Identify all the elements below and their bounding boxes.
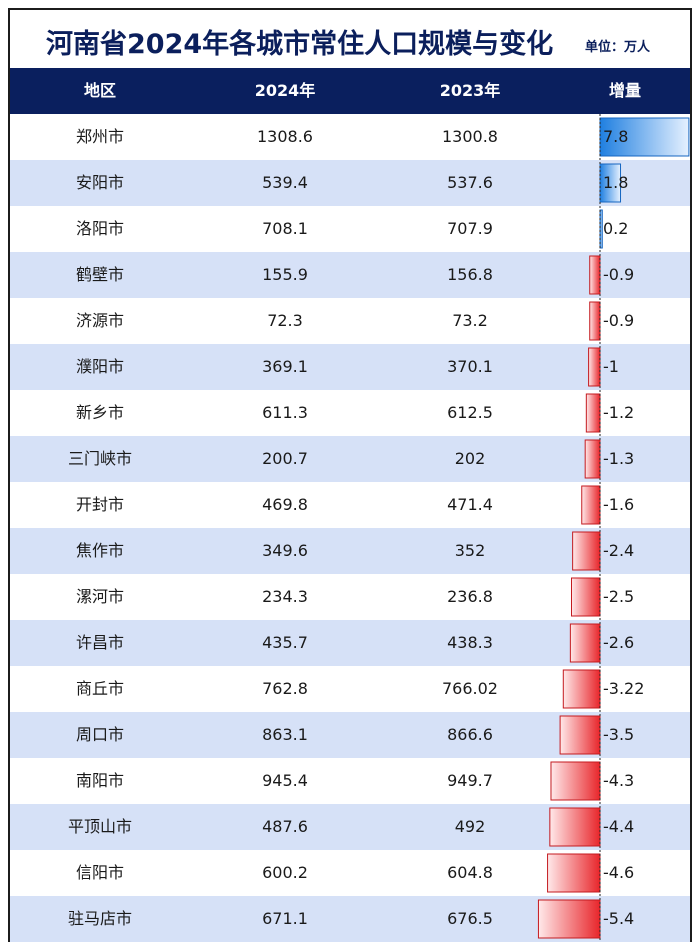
row-region: 驻马店市 bbox=[67, 909, 132, 928]
table-row: 三门峡市 200.7 202 bbox=[10, 436, 690, 482]
chart-title: 河南省2024年各城市常住人口规模与变化 bbox=[46, 29, 554, 60]
row-region: 开封市 bbox=[75, 495, 124, 514]
row-delta-label: -4.4 bbox=[603, 817, 635, 836]
table-row: 鹤壁市 155.9 156.8 bbox=[10, 252, 690, 298]
row-2024-value: 671.1 bbox=[262, 909, 308, 928]
row-2023-value: 866.6 bbox=[447, 725, 493, 744]
row-region: 许昌市 bbox=[75, 633, 124, 652]
row-delta-label: -1.2 bbox=[603, 403, 635, 422]
table-row: 洛阳市 708.1 707.9 bbox=[10, 206, 690, 252]
row-delta-label: -2.4 bbox=[603, 541, 635, 560]
row-region: 安阳市 bbox=[75, 173, 124, 192]
row-2024-value: 1308.6 bbox=[257, 127, 313, 146]
table-row: 开封市 469.8 471.4 bbox=[10, 482, 690, 528]
header-delta: 增量 bbox=[608, 81, 641, 100]
row-2024-value: 945.4 bbox=[262, 771, 308, 790]
header-2023: 2023年 bbox=[439, 81, 501, 100]
row-region: 信阳市 bbox=[75, 863, 124, 882]
table-row: 周口市 863.1 866.6 bbox=[10, 712, 690, 758]
row-2024-value: 708.1 bbox=[262, 219, 308, 238]
row-delta-label: -0.9 bbox=[603, 311, 635, 330]
table-row: 商丘市 762.8 766.02 bbox=[10, 666, 690, 712]
row-2023-value: 707.9 bbox=[447, 219, 493, 238]
row-region: 漯河市 bbox=[75, 587, 124, 606]
row-2023-value: 537.6 bbox=[447, 173, 493, 192]
row-delta-label: -0.9 bbox=[603, 265, 635, 284]
table-row: 漯河市 234.3 236.8 bbox=[10, 574, 690, 620]
row-2024-value: 469.8 bbox=[262, 495, 308, 514]
row-delta-label: -4.6 bbox=[603, 863, 635, 882]
row-region: 郑州市 bbox=[75, 127, 124, 146]
table-row: 焦作市 349.6 352 bbox=[10, 528, 690, 574]
row-2024-value: 863.1 bbox=[262, 725, 308, 744]
row-delta-label: 7.8 bbox=[603, 127, 629, 146]
table-row: 安阳市 539.4 537.6 bbox=[10, 160, 690, 206]
row-2024-value: 487.6 bbox=[262, 817, 308, 836]
row-delta-label: -1 bbox=[603, 357, 619, 376]
row-delta-label: -3.22 bbox=[603, 679, 645, 698]
row-delta-label: -1.6 bbox=[603, 495, 635, 514]
row-2023-value: 612.5 bbox=[447, 403, 493, 422]
row-2024-value: 600.2 bbox=[262, 863, 308, 882]
row-2023-value: 370.1 bbox=[447, 357, 493, 376]
table-row: 济源市 72.3 73.2 bbox=[10, 298, 690, 344]
row-region: 商丘市 bbox=[75, 679, 124, 698]
row-delta-label: -3.5 bbox=[603, 725, 635, 744]
row-2023-value: 949.7 bbox=[447, 771, 493, 790]
row-delta-label: 0.2 bbox=[603, 219, 629, 238]
table-header: 地区 2024年 2023年 增量 bbox=[10, 68, 690, 114]
table-row: 信阳市 600.2 604.8 bbox=[10, 850, 690, 896]
row-delta-label: -4.3 bbox=[603, 771, 635, 790]
row-2024-value: 369.1 bbox=[262, 357, 308, 376]
row-region: 濮阳市 bbox=[75, 357, 124, 376]
table-row: 郑州市 1308.6 1300.8 bbox=[10, 114, 690, 160]
row-region: 鹤壁市 bbox=[75, 265, 124, 284]
row-2024-value: 72.3 bbox=[267, 311, 303, 330]
table-row: 濮阳市 369.1 370.1 bbox=[10, 344, 690, 390]
row-region: 三门峡市 bbox=[67, 449, 132, 468]
table-row: 平顶山市 487.6 492 bbox=[10, 804, 690, 850]
header-2024: 2024年 bbox=[254, 81, 316, 100]
row-2023-value: 352 bbox=[454, 541, 486, 560]
row-2023-value: 471.4 bbox=[447, 495, 493, 514]
unit-label: 单位：万人 bbox=[584, 40, 650, 55]
row-region: 南阳市 bbox=[75, 771, 124, 790]
row-2023-value: 604.8 bbox=[447, 863, 493, 882]
row-2023-value: 438.3 bbox=[447, 633, 493, 652]
row-delta-label: -2.5 bbox=[603, 587, 635, 606]
row-2023-value: 73.2 bbox=[452, 311, 488, 330]
row-region: 焦作市 bbox=[75, 541, 124, 560]
row-2024-value: 200.7 bbox=[262, 449, 308, 468]
row-delta-label: -5.4 bbox=[603, 909, 635, 928]
row-2024-value: 539.4 bbox=[262, 173, 308, 192]
row-region: 济源市 bbox=[75, 311, 124, 330]
row-2024-value: 762.8 bbox=[262, 679, 308, 698]
row-2023-value: 202 bbox=[454, 449, 486, 468]
title-bar: 河南省2024年各城市常住人口规模与变化 单位：万人 bbox=[10, 10, 690, 68]
row-2023-value: 156.8 bbox=[447, 265, 493, 284]
row-region: 新乡市 bbox=[75, 403, 124, 422]
row-2023-value: 766.02 bbox=[442, 679, 498, 698]
row-2023-value: 1300.8 bbox=[442, 127, 498, 146]
row-2023-value: 236.8 bbox=[447, 587, 493, 606]
row-delta-label: -1.3 bbox=[603, 449, 635, 468]
table-row: 许昌市 435.7 438.3 bbox=[10, 620, 690, 666]
row-2024-value: 155.9 bbox=[262, 265, 308, 284]
row-2024-value: 611.3 bbox=[262, 403, 308, 422]
row-delta-label: 1.8 bbox=[603, 173, 629, 192]
row-2024-value: 349.6 bbox=[262, 541, 308, 560]
table-row: 驻马店市 671.1 676.5 bbox=[10, 896, 690, 942]
row-2024-value: 435.7 bbox=[262, 633, 308, 652]
row-region: 洛阳市 bbox=[75, 219, 124, 238]
table-row: 南阳市 945.4 949.7 bbox=[10, 758, 690, 804]
row-2024-value: 234.3 bbox=[262, 587, 308, 606]
row-delta-label: -2.6 bbox=[603, 633, 635, 652]
row-2023-value: 676.5 bbox=[447, 909, 493, 928]
chart-frame: 河南省2024年各城市常住人口规模与变化 单位：万人 地区 2024年 2023… bbox=[8, 8, 692, 942]
header-region: 地区 bbox=[83, 81, 116, 100]
row-2023-value: 492 bbox=[454, 817, 486, 836]
table-row: 新乡市 611.3 612.5 bbox=[10, 390, 690, 436]
row-region: 周口市 bbox=[75, 725, 124, 744]
row-region: 平顶山市 bbox=[67, 817, 132, 836]
